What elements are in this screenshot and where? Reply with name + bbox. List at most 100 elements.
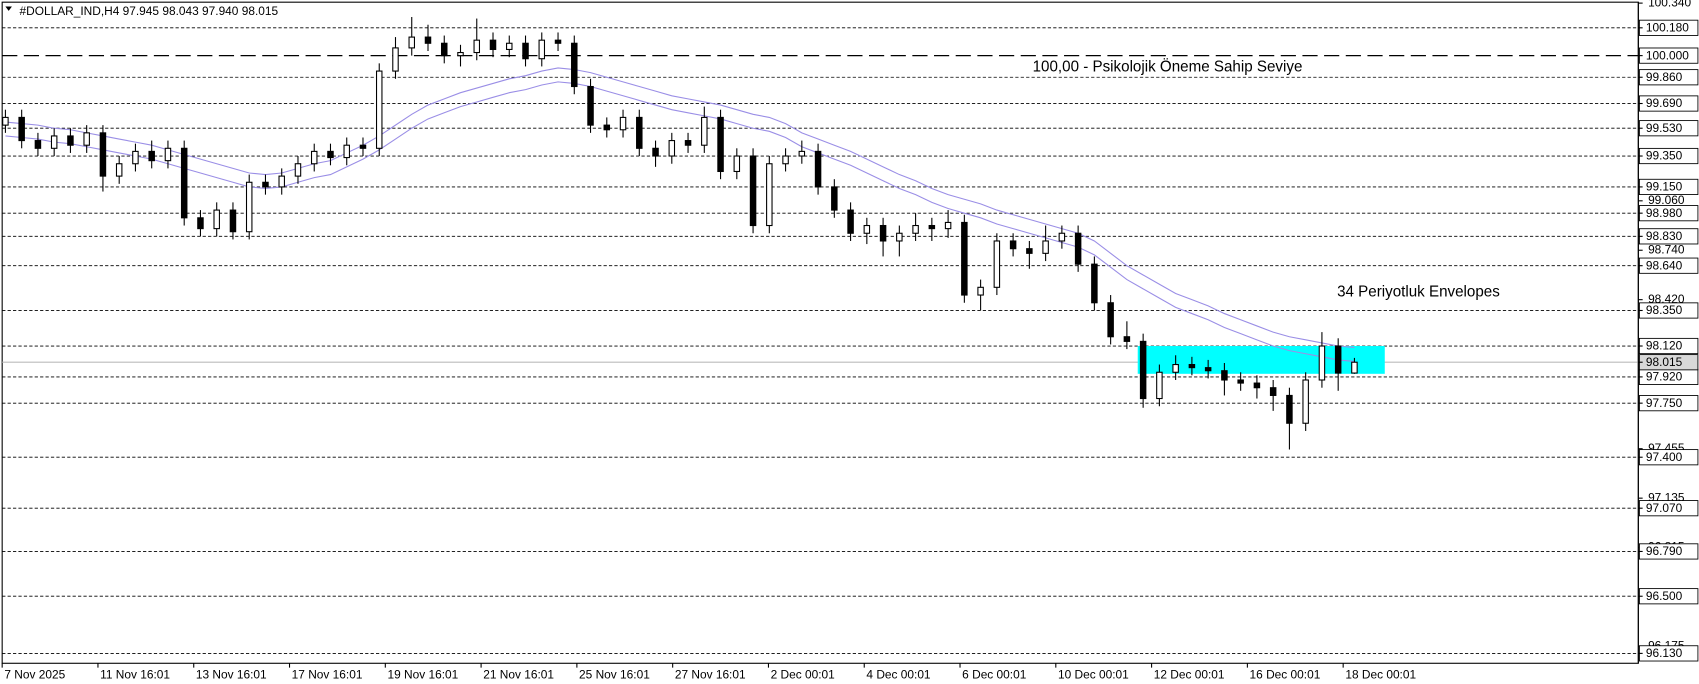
candle-body xyxy=(1318,345,1326,381)
chart-title: #DOLLAR_IND,H4 97.945 98.043 97.940 98.0… xyxy=(20,4,279,18)
candle-body xyxy=(1091,263,1098,304)
candle-body xyxy=(392,47,399,72)
candle-body xyxy=(1253,382,1261,389)
candle-body xyxy=(310,150,318,165)
level-label: 99.350 xyxy=(1646,149,1683,163)
candle-body xyxy=(684,140,692,146)
candle-body xyxy=(879,224,887,242)
candle-body xyxy=(798,150,806,157)
envelope-line xyxy=(5,67,1355,349)
candle-body xyxy=(180,147,188,219)
candle-body xyxy=(1221,370,1228,381)
x-tick-label: 4 Dec 00:01 xyxy=(866,667,931,681)
level-label: 98.640 xyxy=(1646,258,1683,272)
level-label: 98.350 xyxy=(1646,303,1683,317)
candle-body xyxy=(245,181,253,233)
candle-body xyxy=(603,124,611,131)
x-tick-label: 19 Nov 16:01 xyxy=(387,667,458,681)
level-label: 99.530 xyxy=(1646,121,1683,135)
current-price-label: 98.015 xyxy=(1646,355,1683,369)
candle-body xyxy=(34,140,42,149)
candle-body xyxy=(619,116,627,131)
candle-body xyxy=(1123,336,1131,342)
candle-body xyxy=(18,116,25,142)
candle-body xyxy=(1172,364,1179,373)
candle-body xyxy=(229,209,237,233)
candle-body xyxy=(1269,387,1277,396)
x-tick-label: 10 Dec 00:01 xyxy=(1058,667,1129,681)
candle-body xyxy=(489,39,497,50)
candle-body xyxy=(766,163,773,227)
candle-body xyxy=(197,217,204,230)
candle-body xyxy=(1351,361,1358,374)
candle-body xyxy=(668,140,676,157)
candle-body xyxy=(424,36,432,44)
key-level-label: 100.000 xyxy=(1646,48,1689,62)
candle-body xyxy=(717,116,724,173)
y-tick-label: 99.060 xyxy=(1648,193,1685,207)
level-label: 98.830 xyxy=(1646,229,1683,243)
candle-body xyxy=(457,51,464,57)
annotation: 34 Periyotluk Envelopes xyxy=(1337,283,1500,300)
candle-body xyxy=(522,42,529,60)
candle-body xyxy=(1237,379,1244,384)
candle-body xyxy=(831,186,838,211)
candle-body xyxy=(847,209,854,234)
menu-arrow[interactable] xyxy=(5,6,12,11)
candle-body xyxy=(863,224,871,234)
candle-body xyxy=(67,135,74,146)
candle-body xyxy=(636,116,643,149)
candle-body xyxy=(164,147,172,162)
x-tick-label: 2 Dec 00:01 xyxy=(771,667,836,681)
candle-body xyxy=(2,116,9,126)
candle-body xyxy=(571,42,578,88)
candle-body xyxy=(587,85,594,126)
y-tick-label: 98.740 xyxy=(1648,242,1685,256)
x-tick-label: 7 Nov 2025 xyxy=(4,667,65,681)
level-label: 96.790 xyxy=(1646,544,1683,558)
candle-body xyxy=(213,209,220,230)
level-label: 96.500 xyxy=(1646,589,1683,603)
candle-body xyxy=(1139,340,1147,400)
x-tick-label: 6 Dec 00:01 xyxy=(962,667,1027,681)
level-label: 99.150 xyxy=(1646,180,1683,194)
x-tick-label: 13 Nov 16:01 xyxy=(196,667,267,681)
x-tick-label: 18 Dec 00:01 xyxy=(1345,667,1416,681)
candle-body xyxy=(1026,248,1033,254)
candle-body xyxy=(896,232,903,242)
level-label: 98.120 xyxy=(1646,339,1683,353)
candle-body xyxy=(1074,232,1082,265)
candle-body xyxy=(944,221,952,230)
candle-body xyxy=(50,135,58,149)
candle-body xyxy=(1188,364,1196,369)
candle-body xyxy=(749,155,757,227)
x-tick-label: 17 Nov 16:01 xyxy=(292,667,363,681)
candle-body xyxy=(1009,240,1017,250)
candle-body xyxy=(294,163,302,177)
candle-body xyxy=(733,155,741,173)
candle-body xyxy=(83,132,90,146)
candle-body xyxy=(1058,232,1066,242)
candle-body xyxy=(961,221,968,296)
candle-body xyxy=(814,150,822,188)
candle-body xyxy=(132,150,139,165)
candle-body xyxy=(359,144,367,149)
candle-body xyxy=(1302,379,1309,424)
level-label: 99.690 xyxy=(1646,96,1683,110)
candle-body xyxy=(993,240,1001,288)
level-label: 99.860 xyxy=(1646,70,1683,84)
candle-body xyxy=(441,42,448,57)
x-tick-label: 11 Nov 16:01 xyxy=(100,667,170,681)
candle-body xyxy=(652,147,659,157)
candle-body xyxy=(538,39,546,60)
level-label: 97.750 xyxy=(1646,396,1683,410)
candle-body xyxy=(278,175,285,188)
y-tick-label: 100.340 xyxy=(1648,0,1691,9)
candle-body xyxy=(554,39,562,44)
candle-body xyxy=(1334,345,1342,374)
candle-body xyxy=(262,181,269,188)
candle-body xyxy=(782,155,789,165)
x-tick-label: 16 Dec 00:01 xyxy=(1250,667,1321,681)
